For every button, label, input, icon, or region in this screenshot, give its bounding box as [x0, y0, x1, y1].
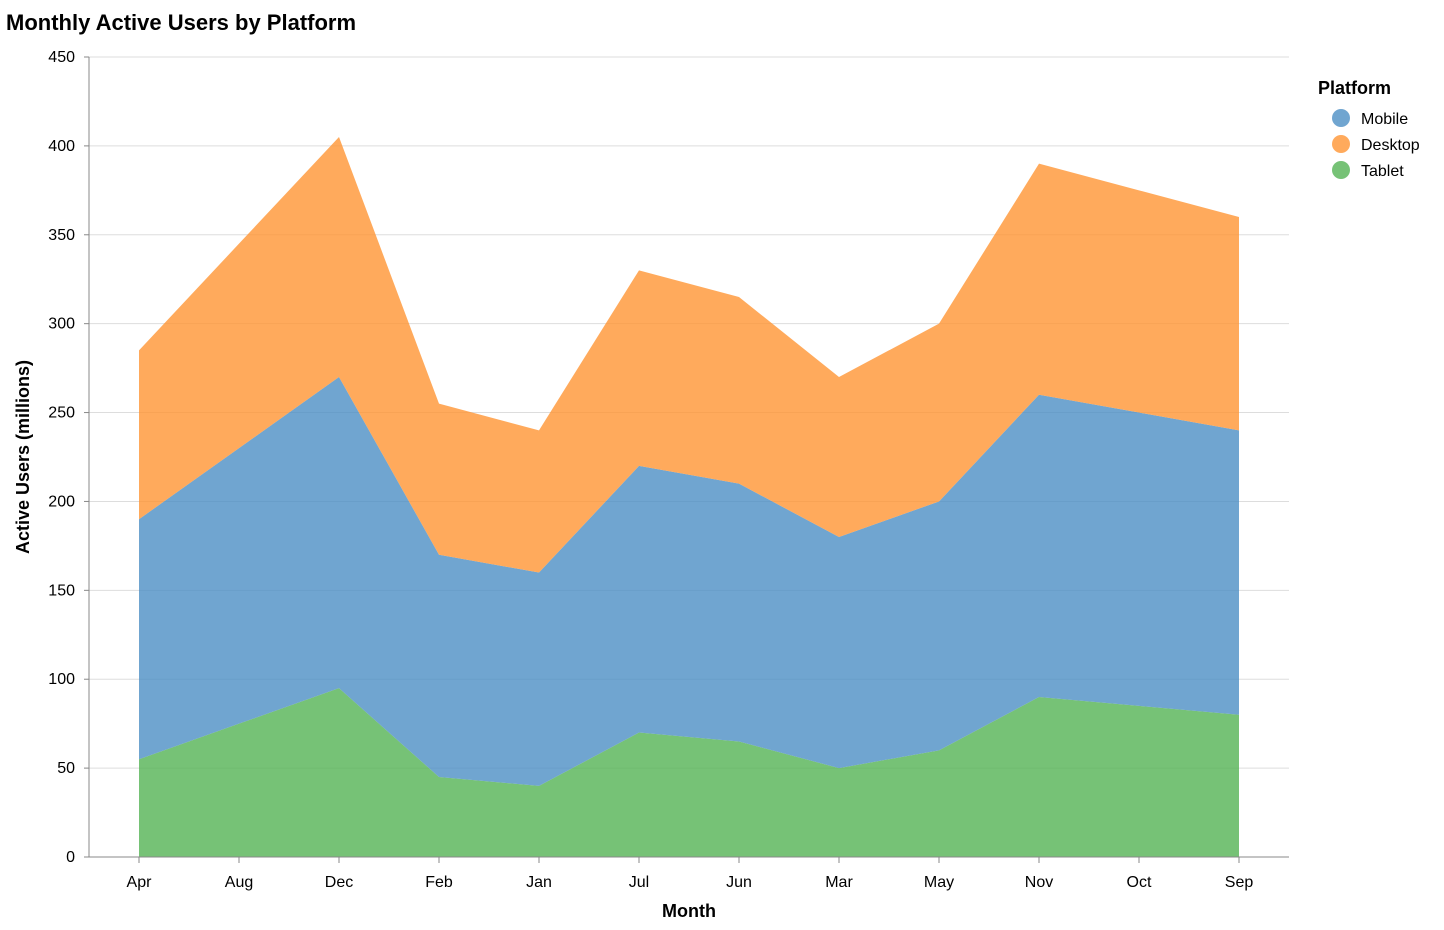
legend-swatch-tablet [1332, 161, 1350, 179]
legend-label-tablet: Tablet [1361, 163, 1404, 180]
chart-title: Monthly Active Users by Platform [6, 10, 356, 35]
y-tick-label: 50 [57, 760, 75, 777]
y-tick-label: 0 [66, 849, 75, 866]
y-tick-label: 450 [48, 49, 75, 66]
y-axis-title: Active Users (millions) [13, 360, 33, 554]
area-layers [139, 137, 1239, 857]
y-tick-label: 250 [48, 405, 75, 422]
x-tick-label: Apr [127, 874, 153, 891]
x-axis-title: Month [662, 901, 716, 921]
x-tick-label: Jun [726, 874, 752, 891]
x-tick-label: Mar [825, 874, 853, 891]
legend: Platform Mobile Desktop Tablet [1318, 78, 1420, 180]
x-tick-label: Aug [225, 874, 253, 891]
legend-swatch-desktop [1332, 135, 1350, 153]
legend-swatch-mobile [1332, 109, 1350, 127]
y-tick-label: 400 [48, 138, 75, 155]
area-desktop [139, 137, 1239, 573]
y-tick-label: 150 [48, 582, 75, 599]
x-tick-label: Nov [1025, 874, 1053, 891]
axes: 0 50 100 150 200 250 300 350 400 450 Apr Aug Dec Feb J… [48, 49, 1289, 891]
x-tick-label: Feb [425, 874, 453, 891]
legend-label-desktop: Desktop [1361, 137, 1420, 154]
legend-label-mobile: Mobile [1361, 111, 1408, 128]
y-tick-label: 300 [48, 316, 75, 333]
x-tick-label: Dec [325, 874, 353, 891]
x-tick-label: May [924, 874, 954, 891]
x-tick-label: Oct [1127, 874, 1152, 891]
x-tick-label: Jul [629, 874, 649, 891]
legend-title: Platform [1318, 78, 1391, 98]
x-tick-label: Sep [1225, 874, 1254, 891]
y-tick-label: 100 [48, 671, 75, 688]
area-tablet [139, 688, 1239, 857]
x-tick-label: Jan [526, 874, 552, 891]
y-tick-label: 200 [48, 493, 75, 510]
area-mobile [139, 377, 1239, 786]
y-tick-label: 350 [48, 227, 75, 244]
